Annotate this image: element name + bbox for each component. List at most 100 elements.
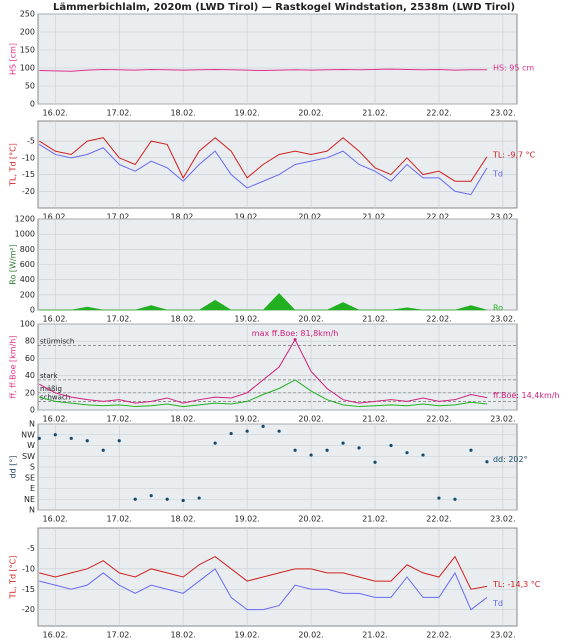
point: [85, 439, 89, 443]
y-tick-label: 600: [20, 260, 35, 269]
title: Lämmerbichlalm, 2020m (LWD Tirol) — Rast…: [53, 2, 515, 13]
y-tick-label: 1000: [15, 230, 35, 239]
level-label: stark: [40, 372, 59, 380]
x-tick-label: 19.02.: [234, 515, 259, 524]
x-tick-label: 23.02.: [490, 315, 515, 324]
series-label: Ro: [493, 304, 503, 313]
point: [69, 436, 73, 440]
y-axis-label: TL, Td [°C]: [9, 143, 18, 187]
x-tick-label: 20.02.: [298, 515, 323, 524]
x-tick-label: 23.02.: [490, 213, 515, 222]
plot-area: [37, 13, 518, 105]
y-tick-label: 60: [25, 354, 35, 363]
x-tick-label: 19.02.: [234, 631, 259, 640]
point: [261, 424, 265, 428]
y-axis-label: HS [cm]: [9, 43, 18, 75]
y-tick-label: 250: [20, 10, 35, 19]
x-tick-label: 16.02.: [43, 315, 68, 324]
x-tick-label: 23.02.: [490, 515, 515, 524]
point: [133, 497, 137, 501]
x-tick-label: 20.02.: [298, 415, 323, 424]
y-tick-label: 0: [30, 406, 35, 415]
x-tick-label: 17.02.: [106, 415, 131, 424]
point: [197, 496, 201, 500]
x-tick-label: 23.02.: [490, 415, 515, 424]
series-line: [39, 568, 488, 611]
y-tick-label: 150: [20, 46, 35, 55]
point: [357, 446, 361, 450]
x-tick-label: 16.02.: [43, 631, 68, 640]
y-tick-label: -10: [22, 564, 35, 573]
y-tick-label: -10: [22, 153, 35, 162]
plot-area: [37, 527, 518, 627]
x-tick-label: 17.02.: [106, 515, 131, 524]
point: [229, 431, 233, 436]
point: [325, 448, 329, 452]
x-tick-label: 21.02.: [362, 631, 387, 640]
y-tick-label: 50: [25, 82, 35, 91]
point: [453, 497, 457, 501]
x-tick-label: 18.02.: [170, 213, 195, 222]
point: [149, 494, 153, 498]
x-tick-label: 16.02.: [43, 213, 68, 222]
point: [421, 453, 425, 457]
point: [37, 436, 41, 440]
y-tick-label: NW: [21, 430, 35, 439]
x-tick-label: 22.02.: [426, 213, 451, 222]
y-axis-label: TL, Td [°C]: [9, 556, 18, 600]
y-tick-label: N: [29, 506, 35, 515]
x-tick-label: 21.02.: [362, 213, 387, 222]
x-tick-label: 18.02.: [170, 631, 195, 640]
x-tick-label: 18.02.: [170, 109, 195, 118]
point: [101, 448, 105, 452]
x-tick-label: 23.02.: [490, 109, 515, 118]
x-tick-label: 21.02.: [362, 109, 387, 118]
series-label: Td: [492, 599, 503, 608]
point: [373, 460, 377, 464]
point: [277, 429, 281, 433]
y-tick-label: 0: [30, 306, 35, 315]
x-tick-label: 17.02.: [106, 109, 131, 118]
y-tick-label: -20: [22, 605, 35, 614]
y-tick-label: 200: [20, 28, 35, 37]
level-label: stürmisch: [40, 338, 74, 346]
y-axis-label: Ro [W/m²]: [9, 244, 18, 284]
y-tick-label: 0: [30, 100, 35, 109]
x-tick-label: 17.02.: [106, 631, 131, 640]
series-line: [39, 137, 488, 182]
x-tick-label: 17.02.: [106, 213, 131, 222]
x-tick-label: 17.02.: [106, 315, 131, 324]
y-tick-label: SE: [25, 473, 35, 482]
point: [437, 496, 441, 500]
x-tick-label: 22.02.: [426, 109, 451, 118]
series-label: dd: 202°: [493, 455, 528, 464]
series-label: TL: -14,3 °C: [492, 580, 541, 589]
x-tick-label: 20.02.: [298, 109, 323, 118]
series-area: [39, 292, 488, 311]
point: [469, 448, 473, 452]
y-tick-label: -15: [22, 170, 35, 179]
point: [245, 429, 249, 433]
point: [405, 451, 409, 455]
x-tick-label: 16.02.: [43, 109, 68, 118]
point: [309, 453, 313, 457]
point: [53, 433, 57, 437]
level-label: mäßig: [40, 385, 62, 393]
x-tick-label: 18.02.: [170, 415, 195, 424]
y-tick-label: 20: [25, 388, 35, 397]
y-tick-label: N: [29, 420, 35, 429]
point: [165, 497, 169, 501]
x-tick-label: 16.02.: [43, 515, 68, 524]
annotation: max ff.Boe: 81,8km/h: [252, 329, 339, 338]
x-tick-label: 20.02.: [298, 213, 323, 222]
plot-area: [37, 323, 518, 411]
level-label: schwach: [40, 393, 70, 401]
series-label: TL: -9,7 °C: [492, 150, 536, 159]
series-line: [39, 555, 488, 590]
y-tick-label: 200: [20, 290, 35, 299]
y-tick-label: S: [30, 463, 35, 472]
y-tick-label: -20: [22, 187, 35, 196]
series-line: [39, 68, 487, 72]
